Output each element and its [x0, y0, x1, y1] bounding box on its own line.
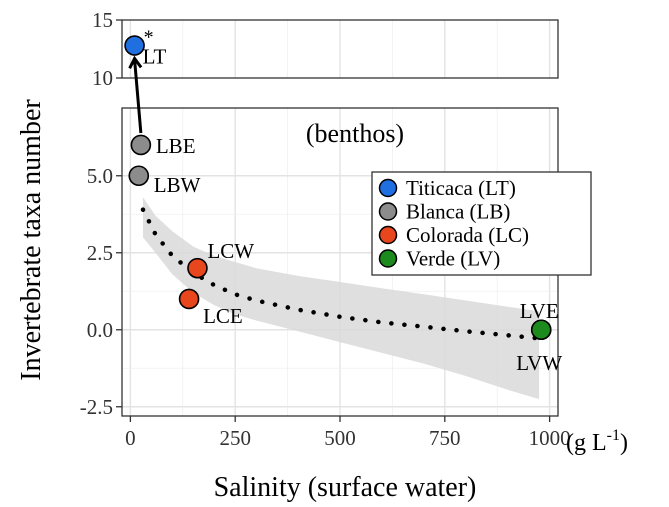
y-tick-label: 10	[92, 66, 113, 90]
top-panel: 10 15	[92, 8, 559, 90]
x-axis-label: Salinity (surface water)	[214, 472, 477, 503]
y-tick-label: 5.0	[87, 164, 113, 188]
main-y-axis-ticks: -2.5 0.0 2.5 5.0	[80, 164, 122, 419]
x-tick-label: 1000	[529, 426, 571, 450]
point-lt	[124, 35, 145, 56]
x-tick-label: 500	[324, 426, 356, 450]
y-tick-label: 15	[92, 8, 113, 32]
significance-asterisk: *	[144, 27, 154, 49]
legend-label: Verde (LV)	[406, 247, 500, 271]
y-tick-label: 2.5	[87, 241, 113, 265]
confidence-band	[143, 197, 540, 400]
main-panel: -2.5 0.0 2.5 5.0 0 250 500 750 1000	[80, 107, 571, 450]
arrow-line	[133, 59, 143, 134]
legend-marker	[378, 225, 398, 245]
legend-box	[371, 171, 592, 276]
x-axis-unit: (g L-1)	[566, 427, 628, 456]
top-y-axis-ticks: 10 15	[92, 8, 122, 90]
top-panel-grid	[129, 20, 551, 78]
x-unit-close: )	[620, 430, 628, 456]
point-label-lbe: LBE	[156, 134, 196, 158]
arrow-lbe-to-lt	[128, 55, 143, 134]
x-tick-label: 0	[125, 426, 136, 450]
legend-label: Titicaca (LT)	[406, 176, 516, 200]
legend: Titicaca (LT)Blanca (LB)Colorada (LC)Ver…	[371, 171, 592, 276]
legend-label: Blanca (LB)	[406, 200, 510, 224]
fit-curve	[140, 207, 542, 341]
point-label-lce: LCE	[203, 304, 243, 328]
y-tick-label: 0.0	[87, 318, 113, 342]
x-tick-label: 750	[429, 426, 461, 450]
top-panel-frame	[121, 19, 559, 79]
point-lcw	[187, 257, 208, 279]
point-lbe	[130, 134, 152, 156]
legend-label: Colorada (LC)	[406, 223, 529, 247]
point-label-lt: LT	[143, 45, 167, 69]
point-lce	[178, 288, 200, 310]
x-unit-superscript: -1	[607, 427, 620, 444]
x-unit-base: (g L	[566, 430, 607, 456]
benthos-annotation: (benthos)	[306, 119, 404, 148]
point-lvw	[530, 319, 552, 341]
legend-marker	[378, 202, 398, 221]
point-label-lcw: LCW	[207, 239, 254, 263]
point-label-lvw: LVW	[516, 351, 562, 375]
legend-marker	[378, 249, 398, 268]
point-label-lbw: LBW	[154, 173, 201, 197]
x-tick-label: 250	[219, 426, 251, 450]
data-points: LT LBE LBW LCW LCE LVE LVW	[124, 35, 562, 375]
x-axis-ticks: 0 250 500 750 1000	[125, 416, 571, 450]
point-label-lve: LVE	[520, 299, 559, 323]
arrow-head	[128, 55, 143, 70]
legend-marker	[378, 178, 398, 198]
y-axis-label: Invertebrate taxa number	[16, 99, 47, 381]
point-lbw	[128, 165, 150, 187]
y-tick-label: -2.5	[80, 395, 113, 419]
